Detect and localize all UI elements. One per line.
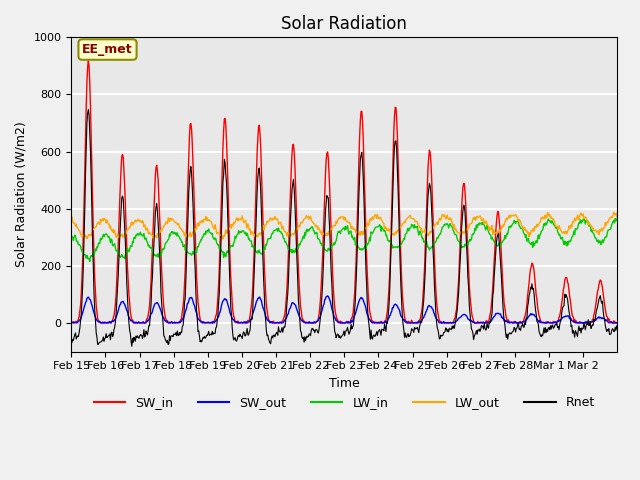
SW_in [260, 260, 268, 266]
LW_out [232, 216, 240, 221]
Rnet [260, 290, 268, 296]
Rnet [281, 324, 289, 330]
SW_in [433, 298, 440, 304]
SW_in [68, 320, 76, 326]
LW_out [610, 209, 618, 215]
SW_out [131, 320, 139, 326]
Rnet [128, 343, 136, 349]
Line: SW_out: SW_out [71, 296, 618, 323]
LW_out [131, 217, 139, 223]
Y-axis label: Solar Radiation (W/m2): Solar Radiation (W/m2) [15, 121, 28, 267]
LW_out [67, 215, 75, 221]
SW_in [614, 320, 621, 326]
Line: LW_out: LW_out [71, 212, 618, 239]
Rnet [402, 334, 410, 340]
SW_in [281, 311, 289, 317]
LW_out [401, 219, 409, 225]
LW_in [67, 232, 75, 238]
Line: LW_in: LW_in [71, 218, 618, 262]
SW_out [280, 320, 287, 325]
Rnet [133, 335, 141, 341]
SW_out [67, 320, 75, 326]
LW_out [432, 221, 440, 227]
SW_in [133, 320, 141, 326]
LW_in [132, 232, 140, 238]
SW_out [401, 319, 409, 325]
SW_out [324, 293, 332, 299]
Rnet [433, 319, 440, 324]
SW_in [84, 58, 92, 63]
Text: EE_met: EE_met [82, 43, 133, 56]
Line: Rnet: Rnet [71, 109, 618, 346]
LW_in [614, 216, 621, 221]
Legend: SW_in, SW_out, LW_in, LW_out, Rnet: SW_in, SW_out, LW_in, LW_out, Rnet [89, 391, 600, 414]
Rnet [84, 107, 92, 112]
Rnet [67, 337, 75, 343]
SW_in [402, 318, 410, 324]
LW_out [280, 228, 288, 234]
LW_in [280, 236, 288, 241]
SW_in [67, 320, 75, 325]
Line: SW_in: SW_in [71, 60, 618, 323]
LW_in [260, 246, 268, 252]
SW_out [614, 320, 621, 326]
LW_out [219, 236, 227, 242]
Rnet [234, 337, 241, 343]
LW_in [432, 239, 440, 245]
SW_out [232, 319, 239, 325]
Rnet [614, 326, 621, 332]
LW_in [232, 234, 240, 240]
LW_in [401, 232, 409, 238]
SW_out [259, 304, 267, 310]
LW_out [614, 210, 621, 216]
LW_out [260, 223, 268, 228]
SW_out [432, 314, 440, 320]
Title: Solar Radiation: Solar Radiation [282, 15, 407, 33]
LW_in [86, 259, 93, 264]
SW_in [234, 320, 241, 326]
X-axis label: Time: Time [329, 377, 360, 390]
